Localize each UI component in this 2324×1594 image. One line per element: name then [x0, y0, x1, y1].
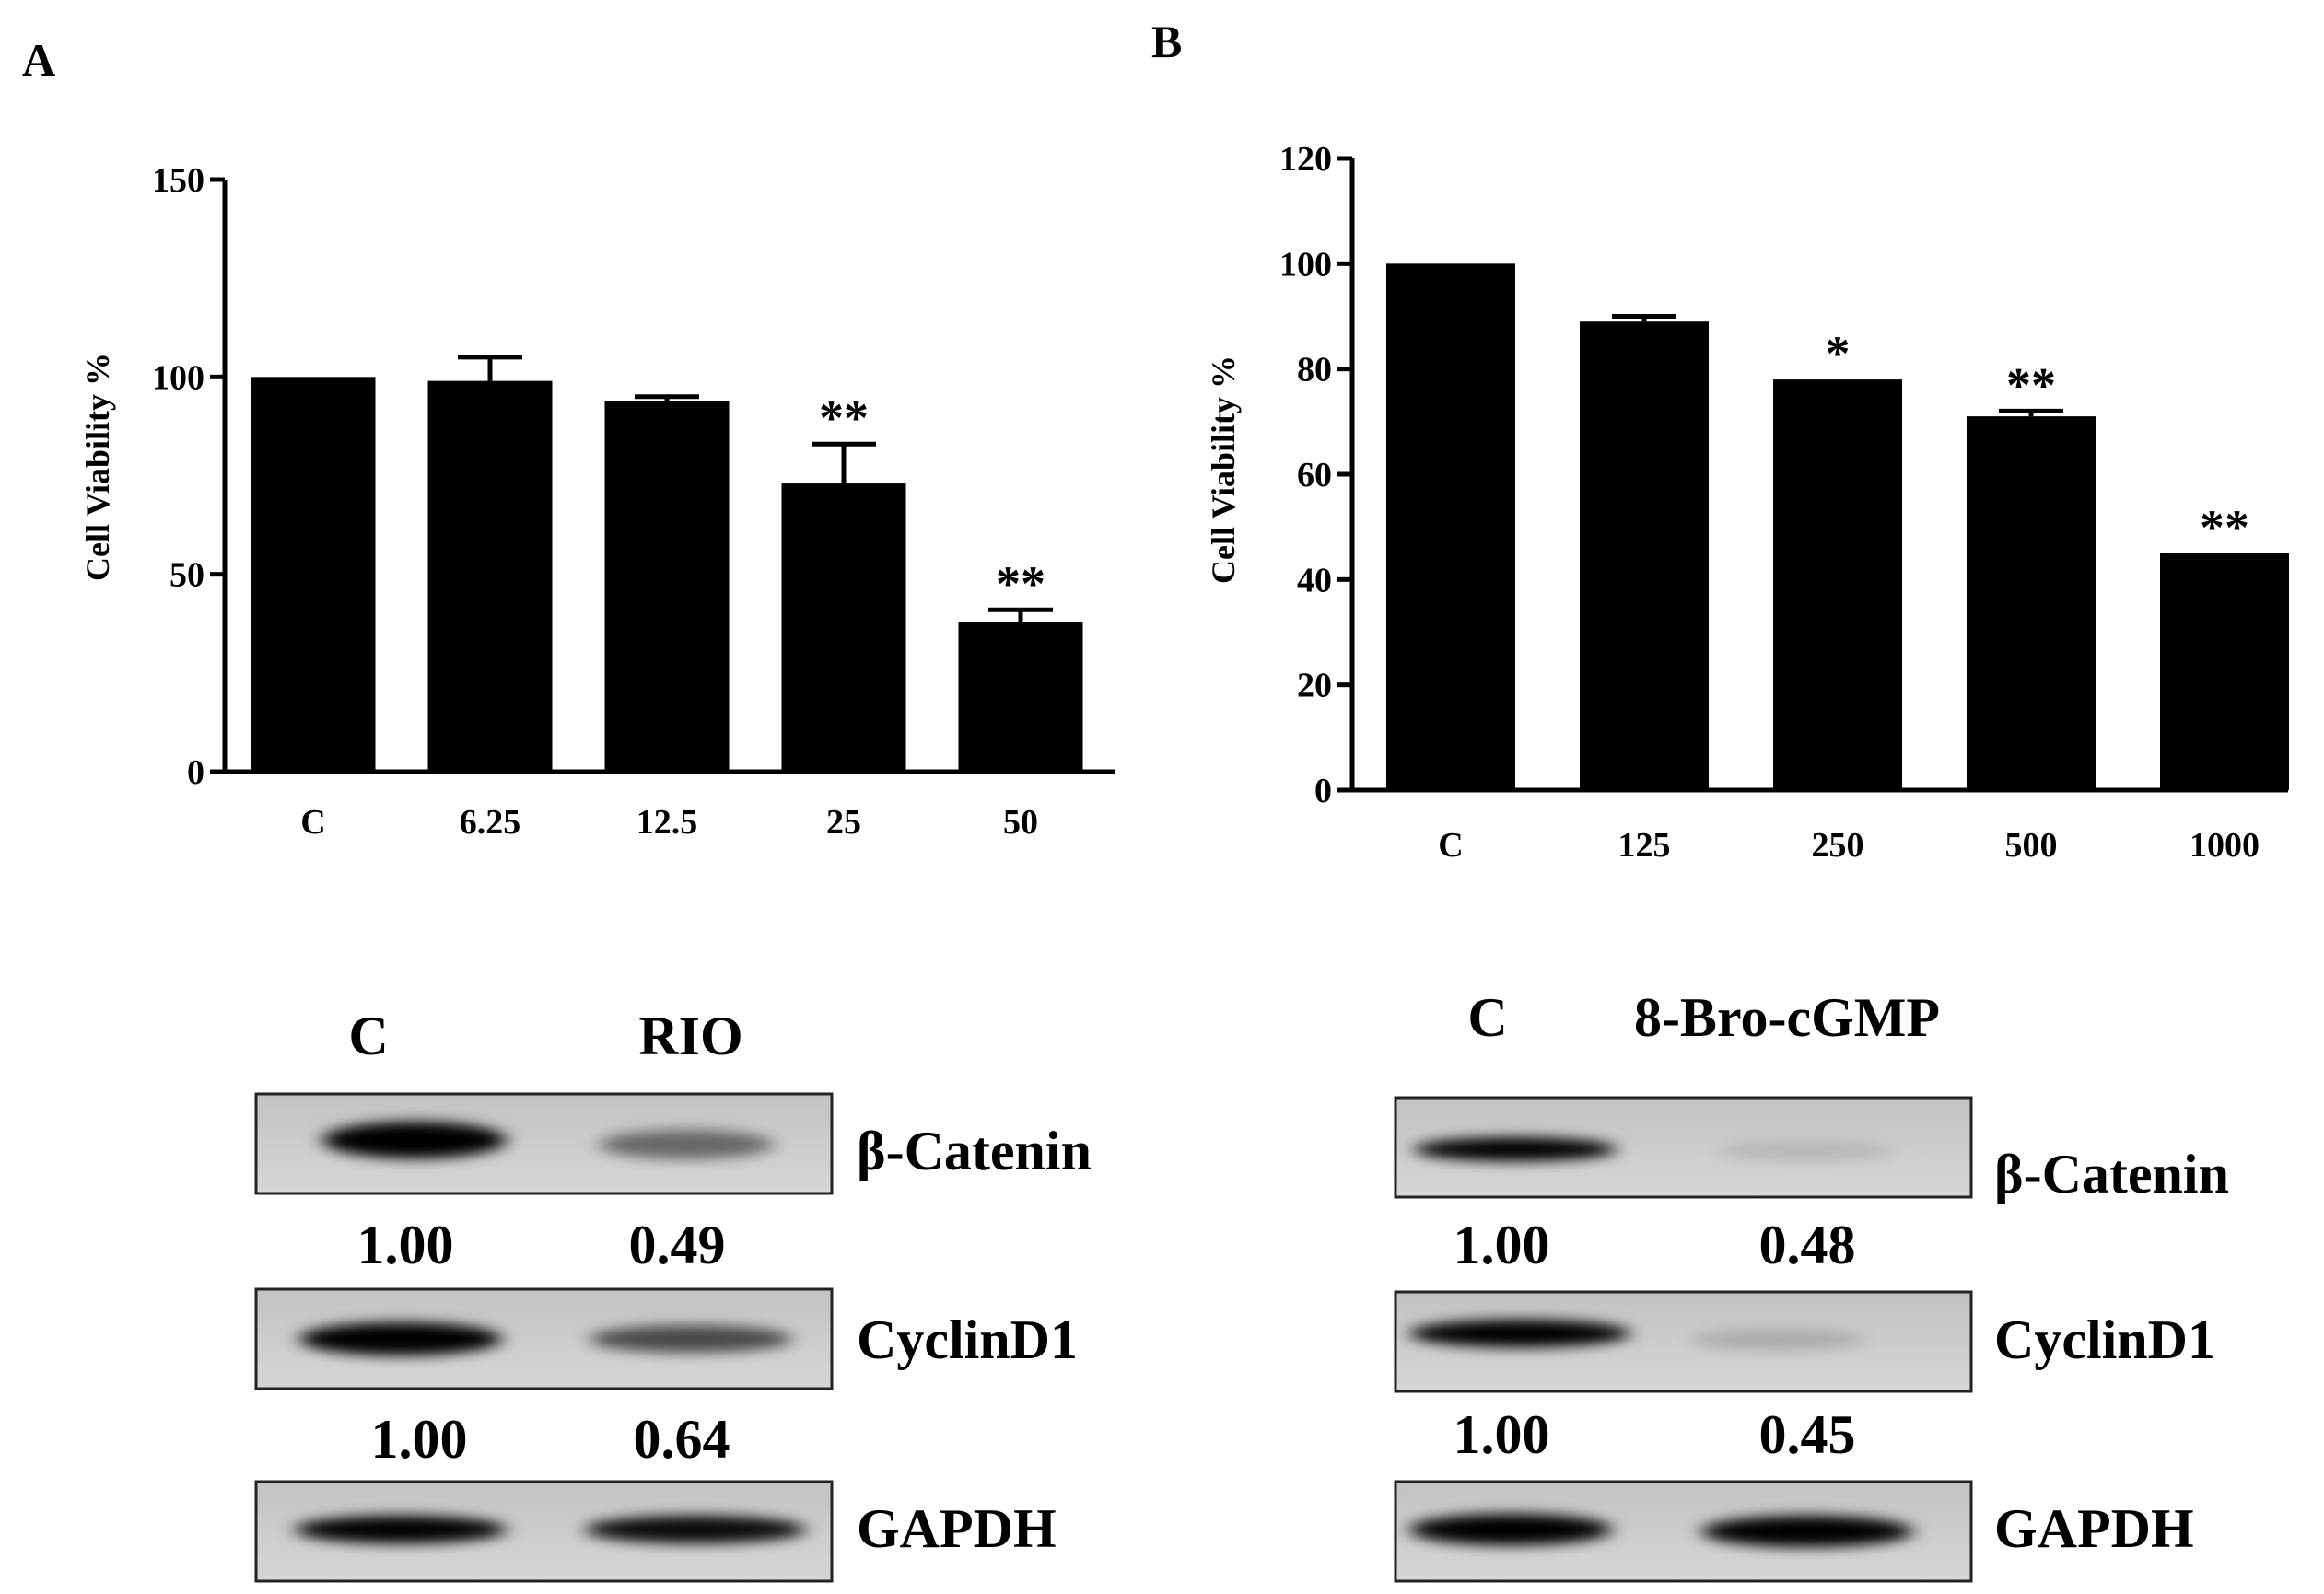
blot-rio-quant-bcatenin-control: 1.00: [357, 1215, 454, 1275]
chart-b-ytick-label: 20: [1297, 667, 1332, 705]
chart-b-yticks: 0 20 40 60 80 100 120: [1279, 140, 1352, 810]
blot-8bro-band-gapdh-treated: [1701, 1516, 1913, 1547]
chart-b-ytick-label: 0: [1314, 772, 1332, 810]
chart-a-ylabel: Cell Viability %: [79, 353, 116, 581]
chart-b-xtick-label: 1000: [2190, 826, 2260, 865]
blot-rio-band-gapdh-control: [295, 1516, 507, 1543]
chart-b-ytick-label: 40: [1297, 561, 1332, 599]
chart-a-significance: **: [819, 390, 869, 446]
chart-a-yticks: 0 50 100 150: [152, 161, 225, 792]
chart-b-xtick-label: 125: [1618, 826, 1671, 865]
blot-8bro-quant-bcatenin-control: 1.00: [1454, 1215, 1550, 1275]
chart-b-bar: [2160, 553, 2289, 790]
blot-8bro-quant-cyclind1-treated: 0.45: [1759, 1404, 1856, 1465]
chart-b-ytick-label: 100: [1279, 245, 1332, 284]
blot-rio-band-cyclind1-rio: [590, 1325, 792, 1353]
chart-a-xtick-label: 50: [1003, 803, 1038, 842]
chart-b-significance: **: [2006, 357, 2056, 413]
chart-a-ytick-label: 50: [169, 556, 204, 595]
chart-b-xtick-label: C: [1438, 826, 1463, 865]
chart-b-ytick-label: 120: [1279, 140, 1332, 179]
panel-label-b: B: [1151, 16, 1182, 67]
chart-a-significance: **: [996, 556, 1045, 611]
blot-rio-bands: [295, 1122, 806, 1543]
blot-rio-band-bcatenin-control: [322, 1122, 507, 1158]
blot-8bro-band-bcatenin-treated: [1718, 1141, 1893, 1161]
blot-8bro-quant-cyclind1-control: 1.00: [1454, 1404, 1550, 1465]
blot-8bro-protein-gapdh: GAPDH: [1994, 1498, 2194, 1559]
chart-b-bar: [1967, 416, 2096, 790]
chart-b-significance: **: [2200, 500, 2249, 555]
blot-8bro-quant-bcatenin-treated: 0.48: [1759, 1215, 1856, 1275]
chart-a-bar: [604, 401, 730, 772]
chart-a-xtick-label: C: [300, 803, 325, 842]
blot-rio-protein-gapdh: GAPDH: [857, 1498, 1057, 1559]
chart-b-ytick-label: 80: [1297, 351, 1332, 390]
chart-a-ytick-label: 100: [152, 358, 204, 397]
chart-b-bar: [1580, 321, 1709, 790]
chart-a-xticks: C 6.25 12.5 25 50: [300, 803, 1038, 842]
blot-8bro-band-gapdh-control: [1409, 1514, 1612, 1545]
chart-a: Cell Viability % 0 50 100 150 ** ** C 6.25 12.…: [79, 161, 1115, 842]
chart-a-bar: [427, 380, 553, 772]
western-blot-rio: C RIO β-Catenin CyclinD1 GAPDH 1.00 0.49…: [254, 1006, 1092, 1583]
chart-a-bar: [958, 622, 1083, 772]
chart-a-bar: [251, 377, 376, 772]
chart-a-xtick-label: 6.25: [460, 803, 521, 842]
blot-8bro-protein-cyclind1: CyclinD1: [1994, 1309, 2215, 1370]
blot-8bro-band-cyclind1-treated: [1690, 1329, 1865, 1351]
western-blot-8bro: C 8-Bro-cGMP β-Catenin CyclinD1 GAPDH 1.…: [1394, 987, 2229, 1583]
chart-b-ytick-label: 60: [1297, 456, 1332, 494]
chart-b-xtick-label: 250: [1812, 826, 1864, 865]
chart-a-bars: ** **: [251, 355, 1083, 772]
blot-8bro-band-bcatenin-control: [1414, 1137, 1617, 1161]
blot-8bro-band-cyclind1-control: [1409, 1320, 1630, 1347]
chart-b-xtick-label: 500: [2005, 826, 2058, 865]
blot-8bro-bands: [1409, 1137, 1913, 1547]
blot-8bro-lane-control: C: [1467, 987, 1507, 1048]
blot-rio-band-bcatenin-rio: [599, 1130, 774, 1159]
chart-a-xtick-label: 12.5: [636, 803, 698, 842]
chart-a-ytick-label: 150: [152, 161, 204, 200]
blot-rio-band-gapdh-rio: [585, 1516, 806, 1543]
panel-label-a: A: [22, 34, 55, 86]
blot-rio-band-cyclind1-control: [299, 1322, 502, 1355]
chart-a-bar: [781, 483, 906, 772]
blot-rio-lane-treatment: RIO: [638, 1006, 742, 1066]
blot-rio-quant-cyclind1-control: 1.00: [371, 1409, 468, 1470]
blot-rio-quant-cyclind1-rio: 0.64: [634, 1409, 730, 1470]
blot-8bro-protein-bcatenin: β-Catenin: [1994, 1144, 2229, 1204]
blot-rio-lane-control: C: [348, 1006, 388, 1066]
blot-rio-protein-cyclind1: CyclinD1: [857, 1309, 1078, 1370]
chart-b-xticks: C 125 250 500 1000: [1438, 826, 2260, 865]
chart-b-bar: [1773, 379, 1902, 790]
chart-a-xtick-label: 25: [826, 803, 861, 842]
chart-b-significance: *: [1826, 326, 1851, 381]
blot-8bro-lane-treatment: 8-Bro-cGMP: [1634, 987, 1940, 1048]
chart-b-bars: *****: [1386, 263, 2289, 790]
chart-a-ytick-label: 0: [187, 753, 204, 792]
blot-rio-protein-bcatenin: β-Catenin: [857, 1121, 1092, 1181]
chart-b-bar: [1386, 263, 1515, 790]
chart-b-ylabel: Cell Viability %: [1205, 355, 1242, 584]
blot-rio-quant-bcatenin-rio: 0.49: [629, 1215, 726, 1275]
